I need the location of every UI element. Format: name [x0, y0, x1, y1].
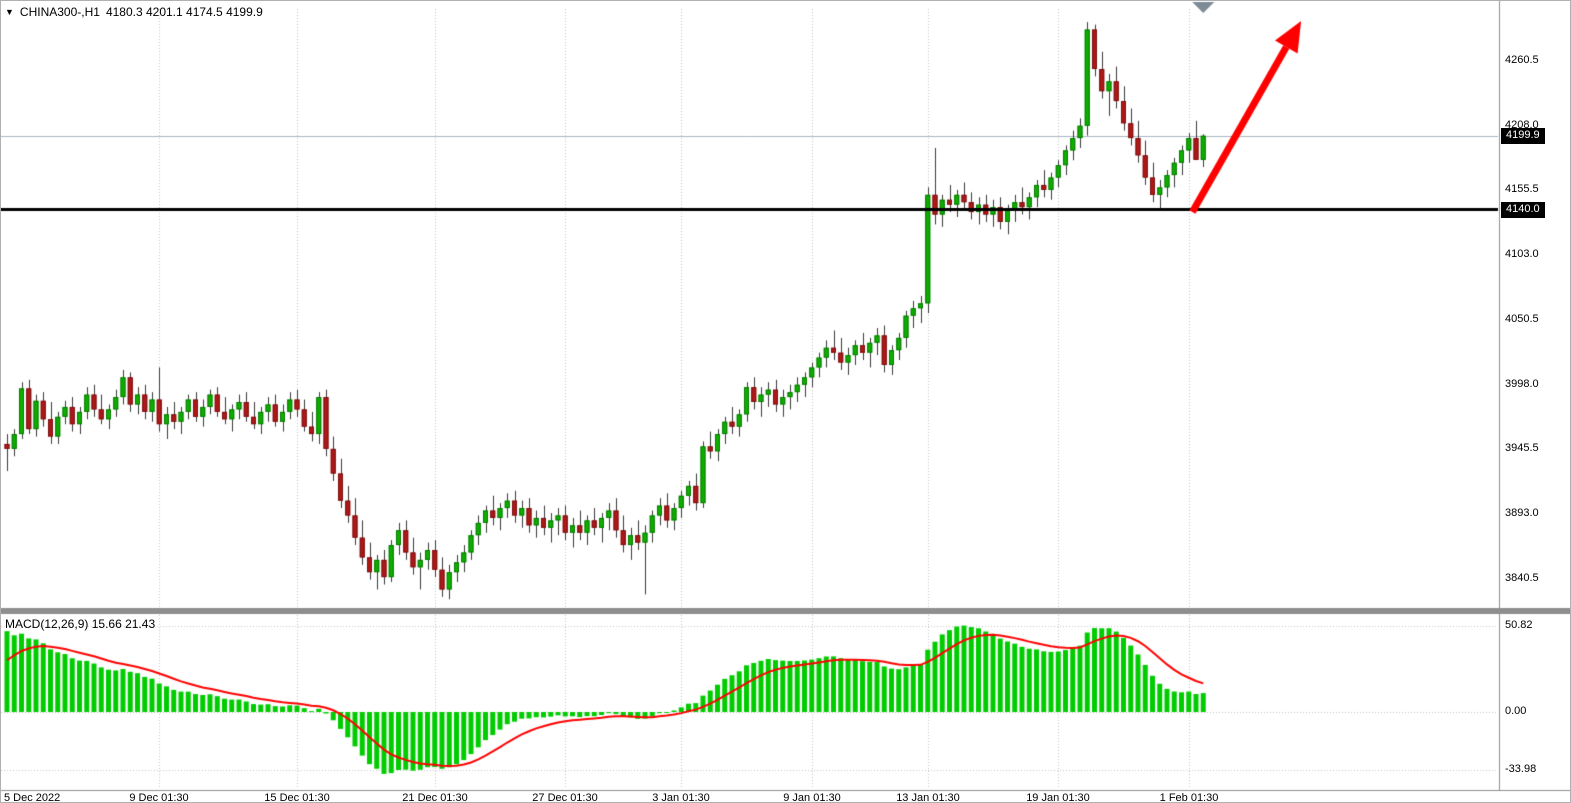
price-axis-label: 4103.0 — [1505, 248, 1539, 261]
price-axis-label: 4260.5 — [1505, 54, 1539, 66]
time-axis-label: 1 Feb 01:30 — [1159, 792, 1219, 803]
chart-symbol-label: CHINA300-,H1 — [19, 5, 100, 19]
time-axis-label: 15 Dec 01:30 — [264, 792, 330, 803]
time-axis-label: 13 Jan 01:30 — [896, 792, 960, 803]
time-axis-label: 9 Dec 01:30 — [129, 792, 189, 803]
bid-price-badge: 4199.9 — [1501, 127, 1545, 144]
time-axis-label: 19 Jan 01:30 — [1026, 792, 1090, 803]
chart-ohlc-values: 4180.3 4201.1 4174.5 4199.9 — [105, 5, 263, 19]
price-axis-label: 3893.0 — [1505, 507, 1539, 520]
macd-axis-label: 50.82 — [1505, 618, 1533, 631]
time-axis-label: 9 Jan 01:30 — [783, 792, 841, 803]
macd-indicator-label: MACD(12,26,9) 15.66 21.43 — [5, 617, 155, 631]
price-axis-label: 3840.5 — [1505, 571, 1539, 584]
time-axis-label: 5 Dec 2022 — [4, 792, 61, 803]
time-axis-label: 27 Dec 01:30 — [532, 792, 598, 803]
one-click-trading-toggle-icon[interactable]: ▼ — [5, 7, 14, 17]
chart-header: ▼ CHINA300-,H1 4180.3 4201.1 4174.5 4199… — [5, 5, 263, 19]
time-axis-label: 3 Jan 01:30 — [652, 792, 710, 803]
macd-axis-label: -33.98 — [1505, 762, 1537, 775]
time-axis-label: 21 Dec 01:30 — [402, 792, 468, 803]
price-axis-label: 4050.5 — [1505, 312, 1539, 325]
price-axis-label: 3945.5 — [1505, 442, 1539, 455]
macd-values: 15.66 21.43 — [91, 617, 156, 631]
macd-axis-label: 0.00 — [1505, 705, 1527, 717]
hline-price-badge: 4140.0 — [1501, 201, 1545, 218]
macd-title: MACD(12,26,9) — [5, 617, 89, 631]
price-axis-label: 4155.5 — [1505, 183, 1539, 196]
price-axis-label: 3998.0 — [1505, 377, 1539, 390]
